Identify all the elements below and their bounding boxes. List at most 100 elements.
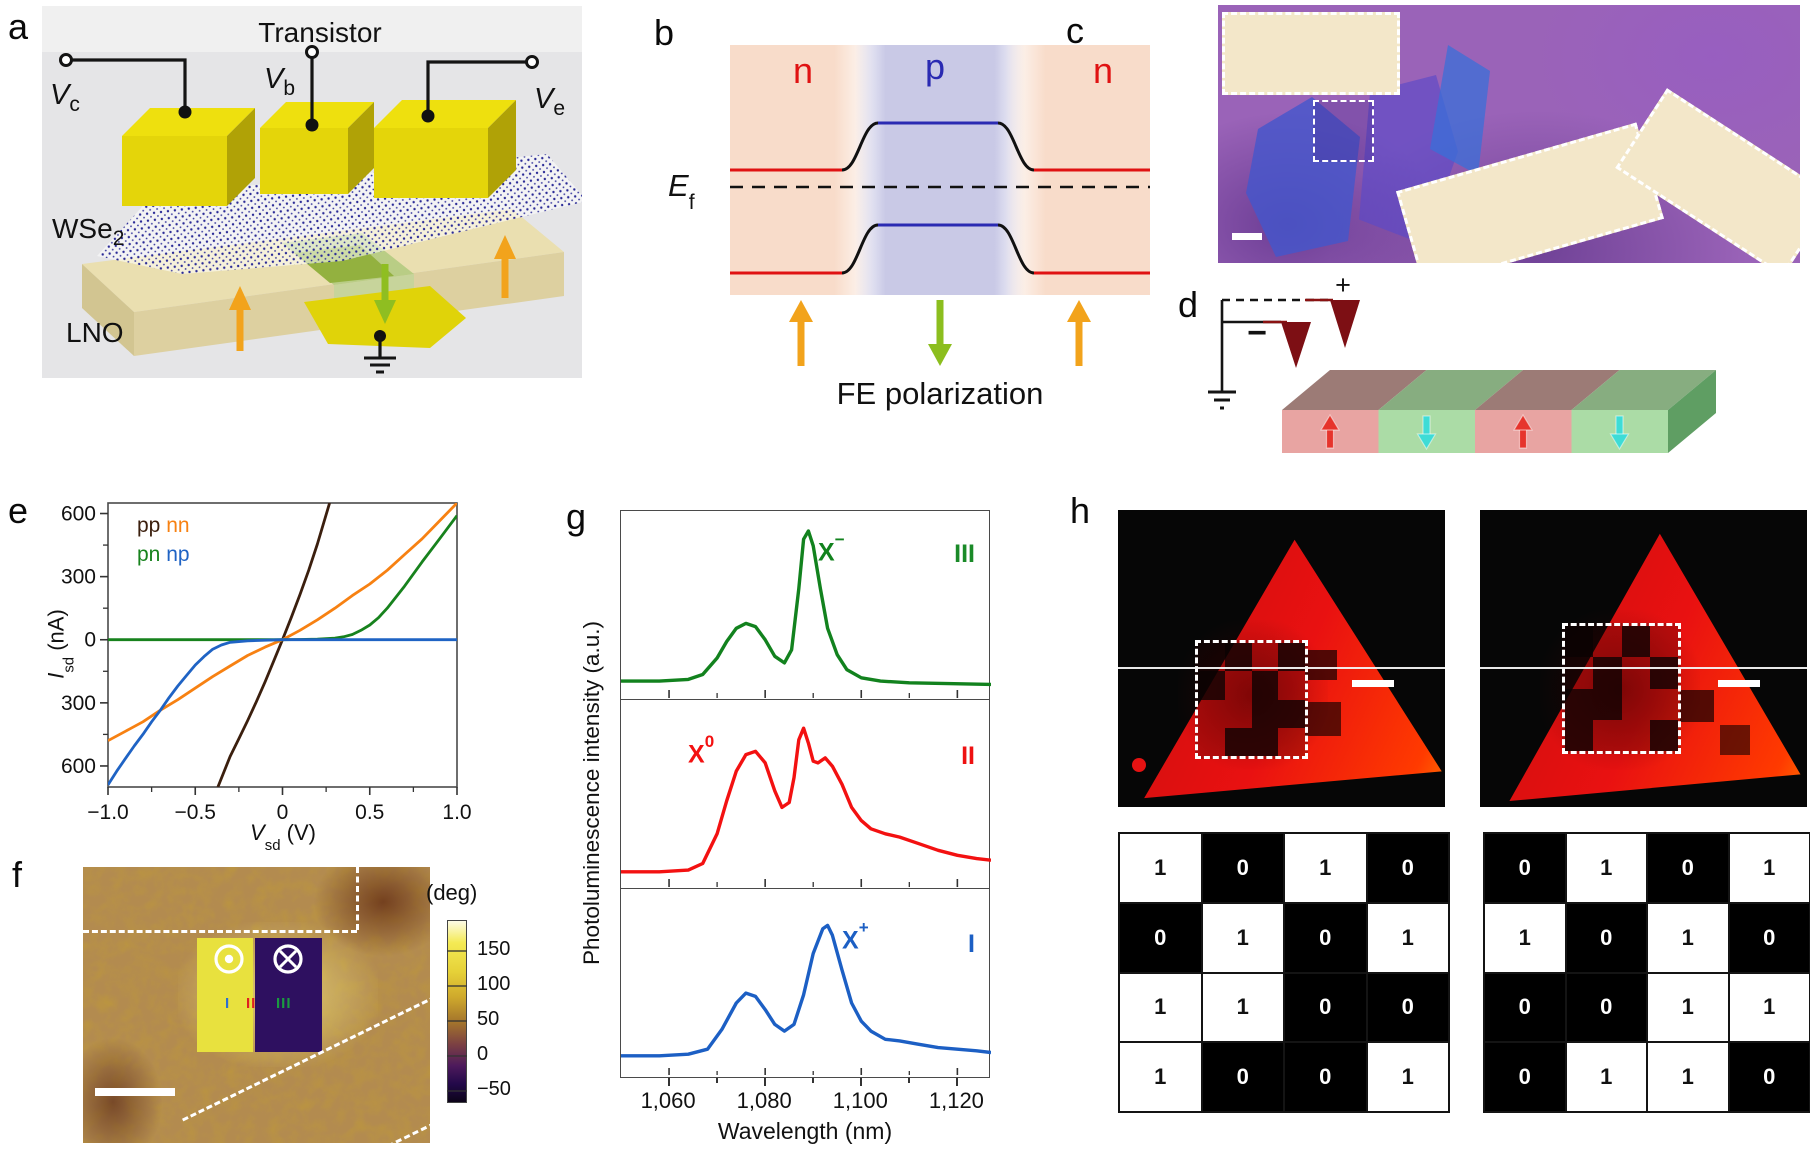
- pl-series-III: [621, 529, 992, 687]
- fe-polarization-caption: FE polarization: [836, 376, 1044, 411]
- ferroelectric-block: [1282, 370, 1716, 453]
- polarization-in-icon: [273, 944, 303, 974]
- matrix-cell: 1: [1120, 1043, 1201, 1111]
- legend-row: pn np: [137, 543, 190, 567]
- matrix-cell: 1: [1367, 903, 1448, 972]
- x-tick-label: 1.0: [442, 801, 471, 824]
- band-transition: [841, 121, 879, 172]
- vb-label: Vb: [264, 63, 295, 100]
- plus-label: +: [1335, 278, 1351, 300]
- panel-b-letter: b: [654, 12, 675, 53]
- pfm-writing-schematic: − +: [1208, 278, 1716, 453]
- electrode-base: [260, 102, 374, 194]
- x-tick-label: 1,100: [832, 1088, 888, 1113]
- scale-bar: [1718, 680, 1760, 687]
- panel-g-letter: g: [566, 496, 587, 537]
- matrix-cell: 0: [1729, 903, 1809, 972]
- electrode-front-face: [122, 136, 227, 206]
- peak-label-x-zero: X0: [688, 732, 715, 769]
- bit-bright-cell: [1225, 700, 1252, 728]
- dark-domain-square: [1305, 702, 1341, 736]
- bit-bright-cell: [1198, 700, 1225, 728]
- up-arrow-head-icon: [229, 286, 251, 310]
- x-tick-label: 1,120: [928, 1088, 984, 1113]
- scale-bar: [1232, 233, 1262, 240]
- matrix-cell: 0: [1566, 903, 1646, 972]
- matrix-cell: 1: [1120, 973, 1201, 1042]
- colorbar-tick-label: 100: [477, 973, 511, 995]
- lno-left-face: [82, 264, 134, 356]
- peak-label-x-plus: X+: [842, 918, 869, 955]
- matrix-cell: 0: [1202, 834, 1283, 902]
- bit-dark-cell: [1565, 626, 1594, 658]
- matrix-cell: 0: [1566, 973, 1646, 1042]
- x-tick-label: 0: [277, 801, 289, 824]
- domain-arrows: [1319, 413, 1630, 451]
- matrix-cell: 0: [1648, 834, 1728, 902]
- pl-map-image-state1: [1118, 510, 1445, 807]
- domain-top-down: [1378, 370, 1523, 410]
- region-label-n-right: n: [1092, 50, 1114, 91]
- y-tick-label: 300: [61, 566, 96, 589]
- ve-label: Ve: [534, 83, 565, 120]
- transistor-schematic: Transistor: [42, 6, 587, 378]
- bit-dark-cell: [1251, 727, 1279, 756]
- domain-top-down: [1571, 370, 1716, 410]
- matrix-cell: 0: [1367, 973, 1448, 1042]
- matrix-cell: 0: [1285, 973, 1366, 1042]
- domain-region-written-up: [197, 938, 253, 1052]
- g-y-axis-label: Photoluminescence intensity (a.u.): [579, 621, 604, 965]
- afm-tip-icon: [1281, 322, 1311, 368]
- up-arrow-head-icon: [1512, 413, 1534, 431]
- wse2-label: WSe2: [52, 213, 124, 250]
- bit-bright-cell: [1593, 720, 1621, 751]
- y-tick-label: 0: [84, 629, 96, 652]
- matrix-cell: 1: [1202, 973, 1283, 1042]
- minus-label: −: [1247, 314, 1267, 352]
- g-x-axis-label: Wavelength (nm): [717, 1118, 893, 1144]
- electrode-collector: [122, 108, 255, 206]
- region-marker-I: I: [225, 995, 231, 1012]
- matrix-cell: 1: [1648, 1043, 1728, 1111]
- x-tick: [956, 1078, 958, 1086]
- electrode-top-face: [122, 108, 255, 136]
- scale-bar: [95, 1088, 175, 1096]
- bit-dark-cell: [1224, 643, 1252, 672]
- domain-top-up: [1475, 370, 1620, 410]
- band-transition: [997, 121, 1035, 172]
- panel-a-title: Transistor: [258, 17, 381, 48]
- matrix-cell: 0: [1120, 903, 1201, 972]
- bit-bright-cell: [1622, 720, 1650, 751]
- matrix-cell: 0: [1485, 834, 1565, 902]
- region-label-p: p: [924, 46, 946, 87]
- lno-label: LNO: [66, 317, 124, 348]
- colorbar-unit: (deg): [426, 880, 478, 905]
- colorbar-tick-label: 50: [477, 1008, 500, 1030]
- band-region-p: [855, 45, 1025, 295]
- region-label-n-left: n: [792, 50, 814, 91]
- series-pp: [216, 503, 331, 787]
- bit-bright-cell: [1278, 728, 1305, 756]
- up-arrow-icon: [1518, 427, 1528, 449]
- legend-row: pp nn: [137, 514, 190, 538]
- written-bit-region: [1562, 623, 1681, 754]
- down-arrow-head-icon: [374, 300, 396, 324]
- panel-a-letter: a: [8, 6, 29, 47]
- matrix-cell: 0: [1202, 1043, 1283, 1111]
- bit-bright-cell: [1593, 626, 1621, 657]
- dark-domain-square: [1305, 650, 1337, 680]
- matrix-cell: 0: [1285, 903, 1366, 972]
- bit-dark-cell: [1593, 688, 1622, 720]
- matrix-cell: 1: [1648, 903, 1728, 972]
- polarization-out-icon: [214, 944, 244, 974]
- pl-curve-III: [621, 529, 992, 698]
- x-tick: [860, 1078, 862, 1086]
- bit-dark-cell: [1621, 626, 1650, 658]
- band-transition: [997, 223, 1035, 275]
- bit-dark-cell: [1278, 699, 1305, 728]
- colorbar-tick-label: 0: [477, 1043, 489, 1065]
- pl-subpanel-I: [621, 889, 992, 1076]
- band-diagram: [730, 121, 1150, 275]
